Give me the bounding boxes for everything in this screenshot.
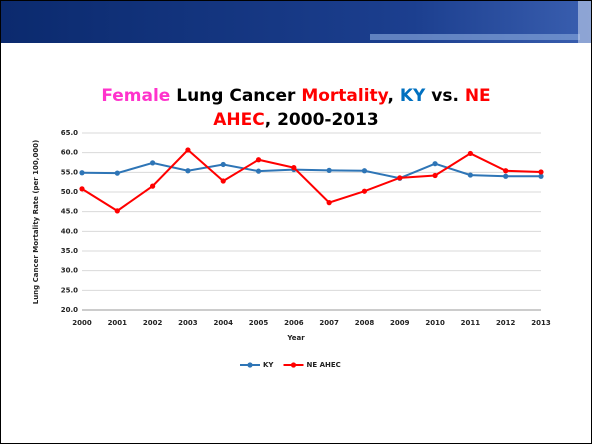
title-part: , 2000-2013: [265, 110, 379, 130]
x-tick-label: 2005: [249, 319, 269, 327]
y-tick-label: 50.0: [61, 188, 78, 196]
data-point: [255, 168, 262, 174]
data-point: [114, 208, 120, 214]
x-tick-label: 2000: [72, 319, 92, 327]
y-tick-label: 65.0: [61, 129, 78, 137]
data-point: [150, 160, 156, 166]
title-part: NE: [465, 86, 491, 106]
data-point: [185, 147, 191, 153]
title-part: vs.: [425, 86, 465, 106]
legend-label: NE AHEC: [307, 361, 341, 369]
x-tick-label: 2006: [284, 319, 304, 327]
data-point: [79, 170, 85, 176]
data-point: [220, 161, 226, 168]
data-point: [326, 167, 332, 173]
x-tick-label: 2013: [531, 319, 551, 327]
legend-label: KY: [263, 361, 274, 369]
y-tick-label: 30.0: [61, 267, 78, 275]
data-point: [467, 150, 473, 157]
chart-title: Female Lung Cancer Mortality, KY vs. NE A…: [101, 86, 490, 130]
data-point: [220, 178, 226, 184]
title-part: Lung Cancer: [170, 86, 301, 106]
data-point: [255, 157, 262, 163]
x-axis-label: Year: [286, 334, 305, 342]
data-point: [538, 169, 544, 175]
y-tick-label: 55.0: [61, 168, 78, 176]
banner-stripe: [370, 34, 580, 40]
data-point: [397, 175, 403, 181]
data-point: [185, 168, 191, 174]
title-part: Female: [101, 86, 170, 106]
data-point: [361, 188, 368, 194]
data-point: [291, 165, 297, 171]
x-tick-label: 2008: [355, 319, 375, 327]
series-line: [81, 148, 542, 213]
y-tick-label: 20.0: [61, 306, 78, 314]
banner-edge: [578, 1, 591, 43]
x-tick-label: 2003: [178, 319, 198, 327]
data-point: [503, 168, 509, 174]
data-point: [114, 170, 120, 176]
title-part: ,: [387, 86, 399, 106]
y-tick-label: 45.0: [61, 208, 78, 216]
data-point: [538, 173, 544, 179]
data-point: [79, 186, 85, 192]
title-part: Mortality: [301, 86, 388, 106]
data-point: [326, 200, 332, 206]
y-axis-label: Lung Cancer Mortality Rate (per 100,000): [32, 140, 40, 305]
series-line: [81, 161, 541, 180]
x-tick-label: 2001: [108, 319, 128, 327]
legend-marker: [247, 362, 253, 368]
x-tick-label: 2002: [143, 319, 163, 327]
x-tick-label: 2007: [319, 319, 339, 327]
x-tick-label: 2004: [213, 319, 233, 327]
data-point: [467, 172, 473, 178]
title-part: AHEC: [213, 110, 264, 130]
data-point: [361, 168, 368, 174]
x-tick-label: 2009: [390, 319, 410, 327]
data-point: [503, 173, 509, 179]
title-part: KY: [400, 86, 426, 106]
x-tick-label: 2012: [496, 319, 516, 327]
y-tick-label: 25.0: [61, 286, 78, 294]
legend-marker: [290, 362, 297, 368]
data-point: [432, 172, 438, 179]
data-point: [150, 183, 156, 189]
y-tick-label: 40.0: [61, 227, 78, 235]
x-tick-label: 2011: [461, 319, 481, 327]
x-tick-label: 2010: [425, 319, 445, 327]
y-tick-label: 35.0: [61, 247, 78, 255]
data-point: [432, 161, 438, 167]
y-tick-label: 60.0: [61, 149, 78, 157]
